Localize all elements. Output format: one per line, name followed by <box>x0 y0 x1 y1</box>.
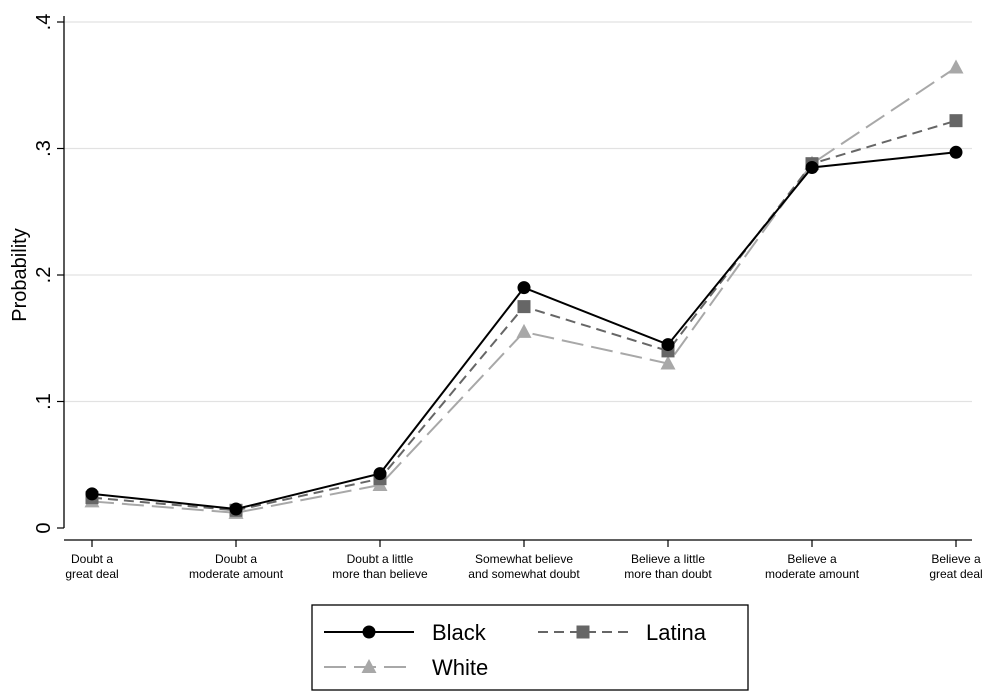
x-tick-label-line: moderate amount <box>189 567 284 581</box>
point-black <box>661 338 675 352</box>
legend: Black Latina White <box>311 604 749 691</box>
x-tick-label-line: moderate amount <box>765 567 860 581</box>
gridlines <box>64 21 972 403</box>
point-black <box>373 467 387 481</box>
point-black <box>949 145 963 159</box>
x-tick-label-line: more than believe <box>332 567 428 581</box>
x-tick-label-line: Believe a <box>931 552 981 566</box>
y-tick-label: .2 <box>33 267 55 284</box>
point-black <box>805 160 819 174</box>
point-black <box>85 487 99 501</box>
x-tick-label-line: Somewhat believe <box>475 552 573 566</box>
legend-marker-white <box>361 659 377 673</box>
point-black <box>517 281 531 295</box>
y-tick-label: .1 <box>33 393 55 410</box>
series-black <box>85 145 963 516</box>
legend-marker-latina <box>576 625 590 639</box>
legend-label-white: White <box>432 655 488 680</box>
x-tick-label-line: great deal <box>929 567 982 581</box>
y-axis-title: Probability <box>9 228 31 321</box>
x-tick-label: Doubt a moderate amount <box>189 552 284 581</box>
x-tick-label-line: Believe a <box>787 552 837 566</box>
x-tick-label: Believe a moderate amount <box>765 552 860 581</box>
legend-label-latina: Latina <box>646 620 707 645</box>
point-white <box>516 323 532 338</box>
point-white <box>948 59 964 74</box>
x-tick-label: Doubt a little more than believe <box>332 552 428 581</box>
x-tick-label-line: and somewhat doubt <box>468 567 580 581</box>
x-tick-label: Somewhat believe and somewhat doubt <box>468 552 580 581</box>
legend-item-black: Black <box>324 620 487 645</box>
point-white <box>660 355 676 370</box>
legend-item-white: White <box>324 655 488 680</box>
legend-marker-black <box>362 625 376 639</box>
point-black <box>229 502 243 516</box>
x-tick-label-line: more than doubt <box>624 567 712 581</box>
legend-box <box>311 604 749 691</box>
x-tick-label-line: Doubt a <box>215 552 257 566</box>
x-tick-label-line: Doubt a little <box>347 552 414 566</box>
legend-item-latina: Latina <box>538 620 707 645</box>
y-tick-label: 0 <box>33 522 55 533</box>
x-tick-label-line: great deal <box>65 567 118 581</box>
series-latina <box>85 114 963 517</box>
x-tick-label: Believe a little more than doubt <box>624 552 712 581</box>
point-latina <box>949 114 963 128</box>
x-tick-label-line: Believe a little <box>631 552 705 566</box>
series-line-latina <box>91 119 957 512</box>
x-tick-label: Doubt a great deal <box>65 552 118 581</box>
series-group <box>84 59 964 519</box>
y-tick-label: .4 <box>33 14 55 31</box>
legend-label-black: Black <box>432 620 487 645</box>
x-tick-label: Believe a great deal <box>929 552 982 581</box>
x-tick-label-line: Doubt a <box>71 552 113 566</box>
point-latina <box>517 300 531 314</box>
y-tick-label: .3 <box>33 140 55 157</box>
